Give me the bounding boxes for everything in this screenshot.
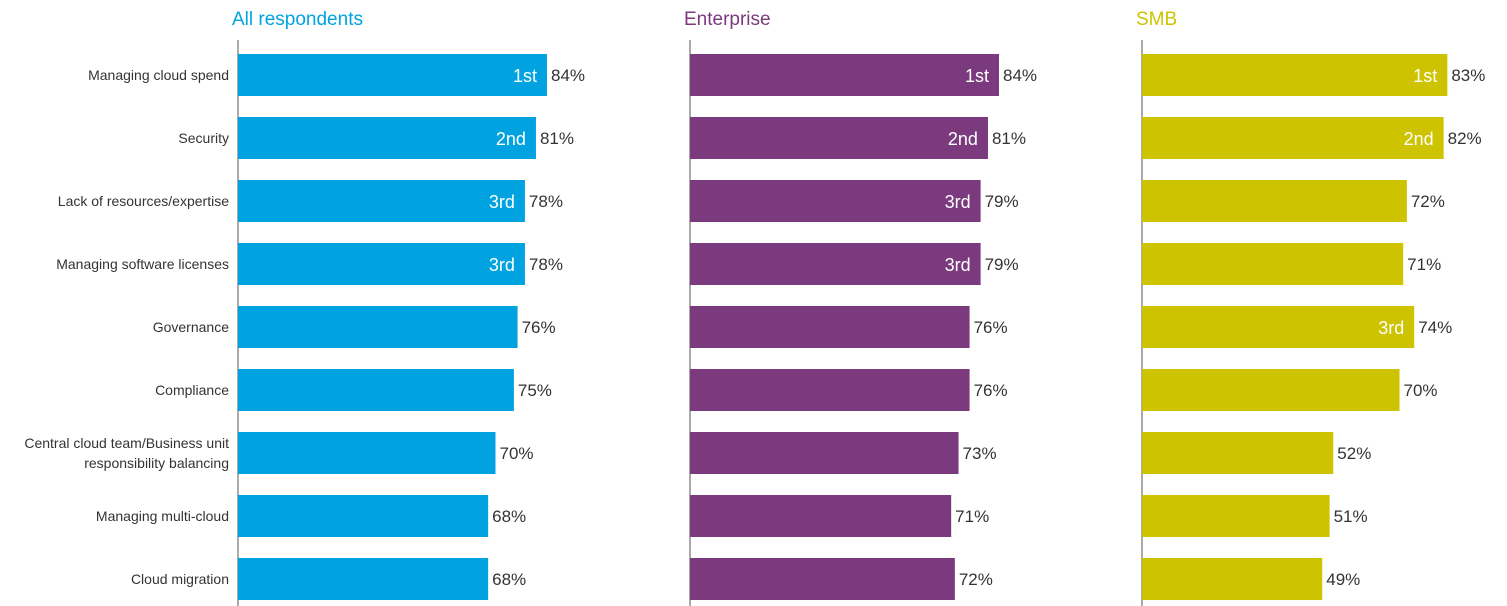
bar [238,306,518,348]
bar [690,369,970,411]
bar [1142,432,1334,474]
value-label: 71% [1407,255,1441,274]
value-label: 76% [974,381,1008,400]
value-label: 52% [1337,444,1371,463]
category-label: responsibility balancing [84,455,229,471]
rank-label: 3rd [1378,318,1404,338]
category-label: Managing multi-cloud [96,508,229,524]
bar [238,117,536,159]
rank-label: 1st [965,66,989,86]
value-label: 76% [522,318,556,337]
bar [690,117,988,159]
value-label: 78% [529,255,563,274]
bar [690,180,981,222]
category-label: Lack of resources/expertise [58,193,229,209]
category-label: Security [178,130,229,146]
bar [238,495,489,537]
rank-label: 3rd [945,192,971,212]
bar [238,432,496,474]
value-label: 51% [1334,507,1368,526]
value-label: 68% [492,507,526,526]
bar [690,306,970,348]
panel-title: All respondents [232,9,363,30]
value-label: 78% [529,192,563,211]
panel-title: SMB [1136,9,1177,30]
bar [690,432,959,474]
value-label: 73% [963,444,997,463]
value-label: 75% [518,381,552,400]
rank-label: 2nd [948,129,978,149]
value-label: 70% [1404,381,1438,400]
category-labels: Managing cloud spend Security Lack of reso… [24,67,229,587]
bar [1142,495,1330,537]
panel-enterprise: Enterprise 84% 1st 81% 2nd 79% 3rd 79% 3rd 76% 76%… [684,9,1037,606]
category-label: Managing cloud spend [88,67,229,83]
value-label: 72% [959,570,993,589]
bar [238,369,514,411]
value-label: 82% [1448,129,1482,148]
value-label: 84% [551,66,585,85]
category-label: Central cloud team/Business unit [24,435,229,451]
bar [1142,180,1407,222]
value-label: 81% [540,129,574,148]
value-label: 72% [1411,192,1445,211]
value-label: 68% [492,570,526,589]
bar [238,243,525,285]
bar [1142,558,1323,600]
value-label: 49% [1326,570,1360,589]
bar [1142,306,1415,348]
value-label: 81% [992,129,1026,148]
panel-title: Enterprise [684,9,771,30]
rank-label: 2nd [496,129,526,149]
category-label: Compliance [155,382,229,398]
category-label: Cloud migration [131,571,229,587]
value-label: 83% [1451,66,1485,85]
rank-label: 2nd [1404,129,1434,149]
value-label: 71% [955,507,989,526]
bar [238,180,525,222]
bar [1142,369,1400,411]
rank-label: 3rd [489,255,515,275]
bar [690,558,955,600]
bar [238,558,489,600]
bar [1142,117,1444,159]
bar [1142,243,1404,285]
value-label: 84% [1003,66,1037,85]
bar [1142,54,1448,96]
rank-label: 3rd [489,192,515,212]
bar [690,495,952,537]
bar [238,54,547,96]
rank-label: 3rd [945,255,971,275]
value-label: 79% [985,192,1019,211]
value-label: 70% [500,444,534,463]
category-label: Governance [153,319,229,335]
panel-smb: SMB 83% 1st 82% 2nd 72% 71% 74% 3rd 70% 52% 51% 49% [1136,9,1485,606]
value-label: 74% [1418,318,1452,337]
value-label: 79% [985,255,1019,274]
bar [690,54,999,96]
rank-label: 1st [513,66,537,86]
category-label: Managing software licenses [56,256,229,272]
bar [690,243,981,285]
rank-label: 1st [1413,66,1437,86]
value-label: 76% [974,318,1008,337]
panel-all-respondents: All respondents 84% 1st 81% 2nd 78% 3rd 78% 3rd 7… [232,9,585,606]
